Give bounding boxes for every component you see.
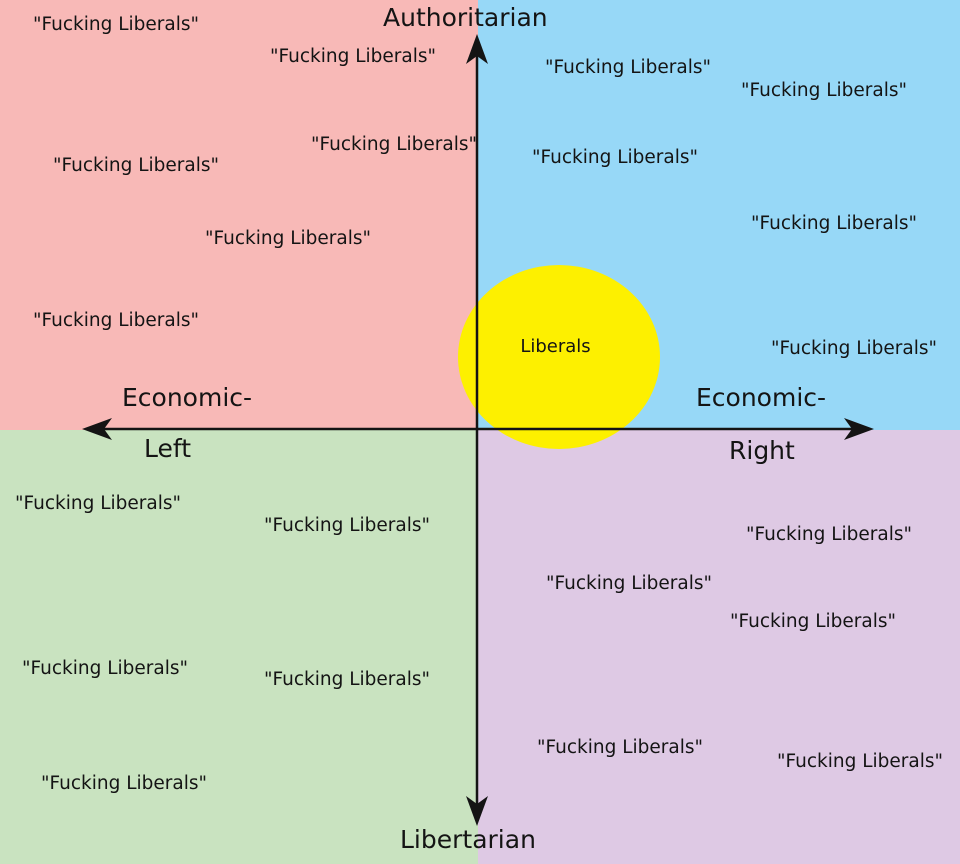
quote-text: "Fucking Liberals": [41, 773, 208, 794]
axis-label-economic-right-1: Economic-: [696, 383, 827, 412]
quote-text: "Fucking Liberals": [545, 57, 712, 78]
arrow-up-icon: [466, 34, 488, 64]
axis-label-libertarian: Libertarian: [400, 825, 536, 854]
axis-label-economic-right-2: Right: [729, 436, 795, 465]
quote-text: "Fucking Liberals": [532, 147, 699, 168]
axis-label-economic-left-2: Left: [144, 434, 192, 463]
quote-text: "Fucking Liberals": [33, 310, 200, 331]
quote-text: "Fucking Liberals": [53, 155, 220, 176]
quote-text: "Fucking Liberals": [537, 737, 704, 758]
quote-text: "Fucking Liberals": [771, 338, 938, 359]
liberals-circle: [458, 265, 660, 449]
axis-label-economic-left-1: Economic-: [122, 383, 253, 412]
quote-text: "Fucking Liberals": [15, 493, 182, 514]
arrow-right-icon: [844, 418, 874, 440]
quote-text: "Fucking Liberals": [205, 228, 372, 249]
quote-text: "Fucking Liberals": [264, 515, 431, 536]
quote-text: "Fucking Liberals": [751, 213, 918, 234]
quote-text: "Fucking Liberals": [730, 611, 897, 632]
quote-text: "Fucking Liberals": [311, 134, 478, 155]
quote-text: "Fucking Liberals": [270, 46, 437, 67]
quote-text: "Fucking Liberals": [264, 669, 431, 690]
arrow-left-icon: [82, 418, 112, 440]
quadrant-authoritarian-left: [0, 0, 478, 430]
liberals-label: Liberals: [520, 336, 591, 357]
quote-text: "Fucking Liberals": [33, 14, 200, 35]
quadrant-libertarian-left: [0, 430, 478, 864]
arrow-down-icon: [466, 796, 488, 826]
quote-text: "Fucking Liberals": [546, 573, 713, 594]
quote-text: "Fucking Liberals": [746, 524, 913, 545]
quote-text: "Fucking Liberals": [22, 658, 189, 679]
quote-text: "Fucking Liberals": [741, 80, 908, 101]
quadrant-libertarian-right: [478, 430, 960, 864]
quote-text: "Fucking Liberals": [777, 751, 944, 772]
axis-label-authoritarian: Authoritarian: [383, 3, 548, 32]
